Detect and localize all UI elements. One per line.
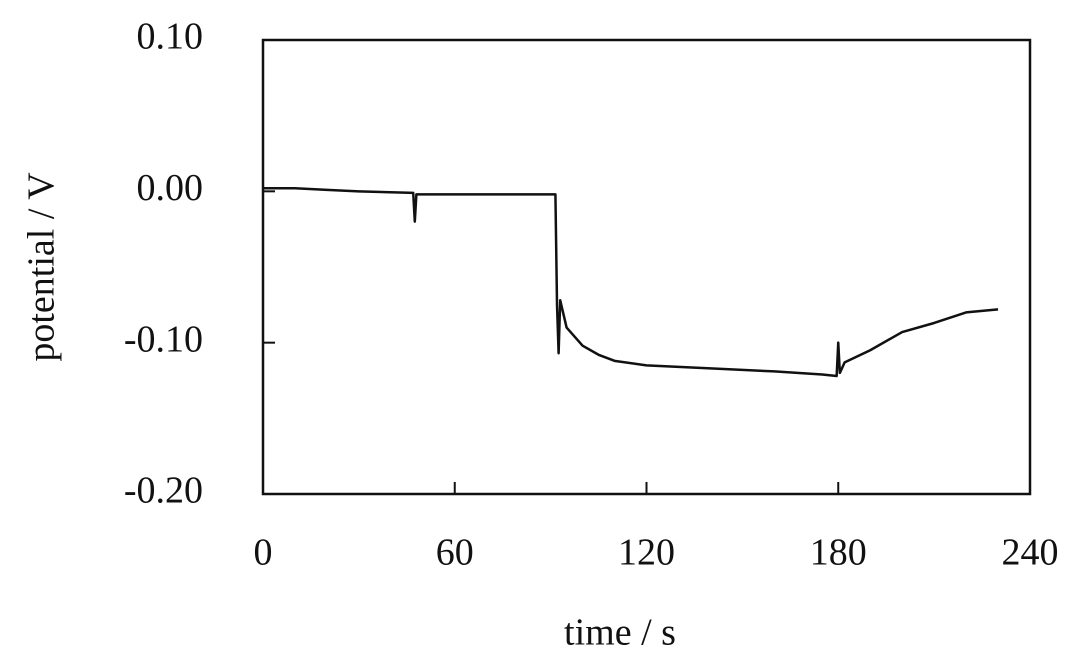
x-tick-label: 180 [810,532,867,574]
y-tick-label: 0.00 [137,167,204,209]
x-tick-label: 60 [436,532,474,574]
x-axis-label: time / s [564,612,676,654]
y-tick-label: -0.10 [124,318,203,360]
y-tick-label: 0.10 [137,16,204,58]
y-axis-label: potential / V [21,172,63,362]
x-tick-label: 240 [1002,532,1059,574]
x-tick-label: 0 [254,532,273,574]
x-tick-label: 120 [618,532,675,574]
y-tick-label: -0.20 [124,470,203,512]
plot-frame [261,38,1032,496]
data-line [263,187,999,378]
